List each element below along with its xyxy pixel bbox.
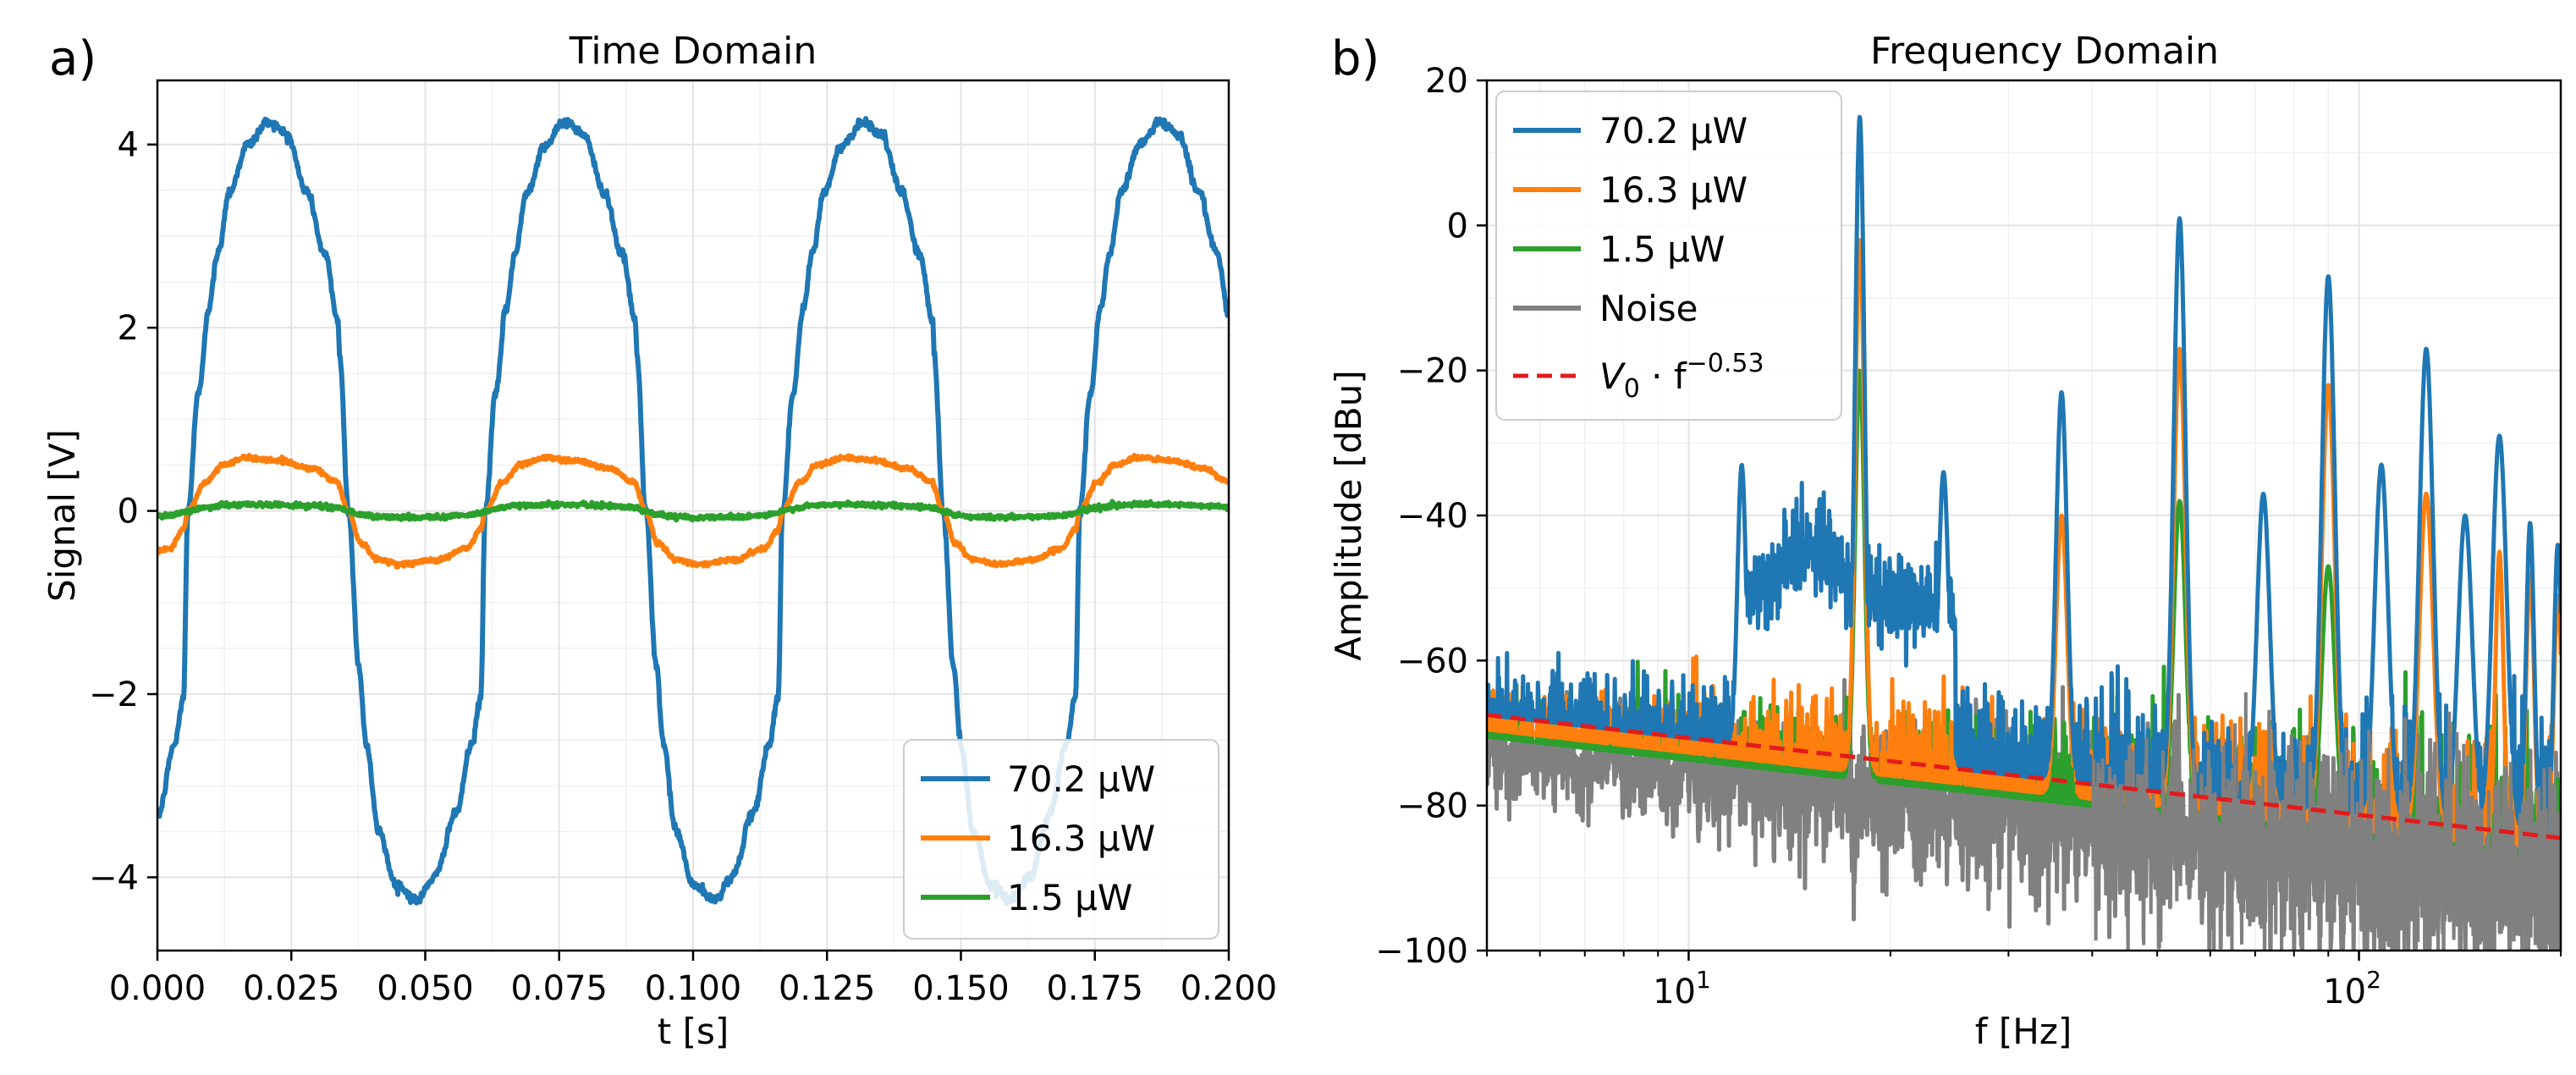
time-domain-title: Time Domain xyxy=(569,30,817,73)
legend-b-label-16uw: 16.3 μW xyxy=(1599,169,1748,211)
time-domain-xlabel: t [s] xyxy=(658,1011,729,1052)
legend-b-label-1uw: 1.5 μW xyxy=(1599,229,1725,270)
ytick-b-label: −60 xyxy=(1397,642,1468,681)
ytick-b-label: 20 xyxy=(1425,62,1468,101)
series-a-line-1 xyxy=(157,452,1229,570)
xtick-a-label: 0.050 xyxy=(377,969,474,1008)
ytick-a-label: −4 xyxy=(89,858,139,897)
legend-b-label-70uw: 70.2 μW xyxy=(1599,110,1748,152)
time-domain-ylabel: Signal [V] xyxy=(41,429,83,602)
ytick-b-label: −40 xyxy=(1397,497,1468,536)
ytick-b-label: −100 xyxy=(1375,932,1468,971)
ytick-a-label: 4 xyxy=(118,126,139,165)
frequency-domain-xlabel: f [Hz] xyxy=(1975,1011,2072,1052)
frequency-domain-legend-box xyxy=(1495,91,1842,421)
frequency-domain-title: Frequency Domain xyxy=(1870,30,2219,73)
time-domain-legend-box xyxy=(903,739,1219,940)
panel-a-label: a) xyxy=(49,31,96,86)
frequency-domain-legend: 70.2 μW 16.3 μW 1.5 μW Noise V0 · f−0.53 xyxy=(1495,91,1842,421)
series-b-line-0 xyxy=(1487,114,2561,838)
ytick-b-label: −80 xyxy=(1397,787,1468,826)
panel-b-label: b) xyxy=(1331,31,1379,86)
ytick-b-label: 0 xyxy=(1447,207,1468,245)
frequency-domain-panel: b) Frequency Domain 101 102 20 0 −20 −40 −60 −8… xyxy=(1328,30,2562,1052)
time-domain-panel: a) Time Domain 0.000 0.025 0.050 0.075 0.100… xyxy=(41,30,1277,1052)
time-domain-legend: 70.2 μW 16.3 μW 1.5 μW xyxy=(903,739,1219,940)
legend-a-label-70uw: 70.2 μW xyxy=(1007,758,1155,800)
xtick-b-label: 102 xyxy=(2323,966,2381,1012)
series-b-noise-overlay xyxy=(2090,692,2561,951)
frequency-domain-ylabel: Amplitude [dBu] xyxy=(1328,370,1369,660)
legend-b-label-noise: Noise xyxy=(1599,288,1698,329)
ytick-a-label: −2 xyxy=(89,675,139,714)
ytick-b-label: −20 xyxy=(1397,352,1468,391)
legend-a-label-1uw: 1.5 μW xyxy=(1007,877,1132,918)
legend-a-label-16uw: 16.3 μW xyxy=(1007,818,1155,859)
frequency-domain-series xyxy=(1487,114,2561,951)
legend-b-label-fit: V0 · f−0.53 xyxy=(1599,349,1764,404)
xtick-a-label: 0.025 xyxy=(243,969,340,1008)
series-b-fit-line xyxy=(1487,713,2561,841)
ytick-a-label: 2 xyxy=(118,309,139,348)
xtick-a-label: 0.125 xyxy=(779,969,876,1008)
xtick-a-label: 0.000 xyxy=(109,969,206,1008)
xtick-a-label: 0.150 xyxy=(912,969,1010,1008)
series-a-line-2 xyxy=(157,499,1229,523)
ytick-a-label: 0 xyxy=(118,493,139,532)
time-domain-ticks: 0.000 0.025 0.050 0.075 0.100 0.125 0.150 0.175… xyxy=(89,126,1277,1008)
xtick-a-label: 0.200 xyxy=(1181,969,1278,1008)
xtick-b-label: 101 xyxy=(1653,966,1711,1012)
xtick-a-label: 0.075 xyxy=(510,969,608,1008)
xtick-a-label: 0.175 xyxy=(1046,969,1143,1008)
frequency-domain-ticks: 101 102 20 0 −20 −40 −60 −80 −100 xyxy=(1375,62,2562,1012)
xtick-a-label: 0.100 xyxy=(645,969,742,1008)
